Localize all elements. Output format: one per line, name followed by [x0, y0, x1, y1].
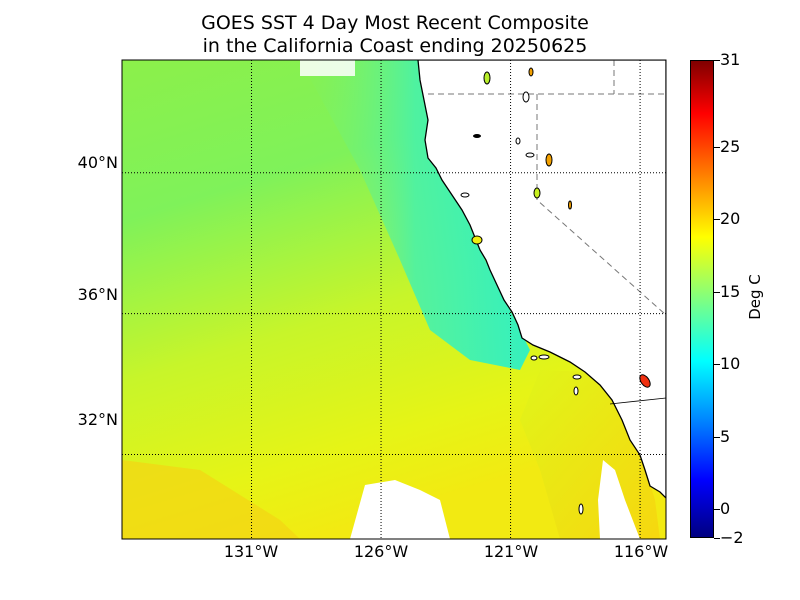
- lon-label-121w: 121°W: [483, 542, 539, 561]
- colorbar: [690, 60, 714, 538]
- lat-label-32n: 32°N: [77, 410, 118, 429]
- colorbar-tick: [714, 509, 720, 511]
- cloud-gap: [598, 460, 640, 539]
- lon-label-116w: 116°W: [613, 542, 669, 561]
- lat-label-36n: 36°N: [77, 285, 118, 304]
- state-border: [536, 94, 666, 316]
- graticule: [122, 60, 666, 539]
- colorbar-tick: [714, 538, 720, 539]
- colorbar-tick-label: 15: [720, 281, 741, 301]
- island: [578, 503, 584, 515]
- lat-label-40n: 40°N: [77, 153, 118, 172]
- island: [460, 192, 470, 198]
- upwelling-band: [300, 60, 530, 370]
- lake: [545, 153, 553, 167]
- lon-label-131w: 131°W: [223, 542, 279, 561]
- warm-southwest: [122, 460, 300, 539]
- colorbar-tick: [714, 219, 720, 221]
- colorbar-tick-label: 20: [720, 209, 741, 229]
- colorbar-tick: [714, 364, 720, 366]
- lake: [525, 152, 535, 158]
- colorbar-tick: [714, 60, 720, 61]
- land-mass: [417, 60, 666, 499]
- lake: [533, 187, 541, 199]
- island: [530, 355, 538, 361]
- cloud-gap: [300, 60, 355, 76]
- colorbar-tick-label: 5: [720, 426, 731, 446]
- colorbar-label: Deg C: [746, 274, 764, 320]
- colorbar-tick-label: 10: [720, 354, 741, 374]
- lake: [471, 235, 483, 245]
- colorbar-tick: [714, 146, 720, 148]
- colorbar-tick-label: −2: [720, 528, 744, 547]
- colorbar-tick-label: 31: [720, 50, 741, 69]
- cloud-gap: [350, 480, 450, 539]
- country-border: [609, 397, 666, 405]
- lake: [528, 67, 534, 77]
- map-title-line1: GOES SST 4 Day Most Recent Composite: [201, 12, 589, 34]
- lon-label-126w: 126°W: [353, 542, 409, 561]
- lake: [473, 134, 481, 138]
- map-frame: [121, 59, 667, 540]
- lake: [639, 374, 651, 388]
- island: [572, 374, 582, 380]
- lake: [568, 200, 572, 210]
- colorbar-tick: [714, 291, 720, 293]
- island: [573, 386, 579, 396]
- map-title-line2: in the California Coast ending 20250625: [202, 35, 588, 57]
- lake: [483, 71, 491, 85]
- lake: [515, 137, 521, 145]
- colorbar-tick: [714, 436, 720, 438]
- island: [538, 354, 550, 360]
- colorbar-tick-label: 0: [720, 499, 731, 519]
- colorbar-tick-label: 25: [720, 136, 741, 156]
- lake: [522, 91, 530, 103]
